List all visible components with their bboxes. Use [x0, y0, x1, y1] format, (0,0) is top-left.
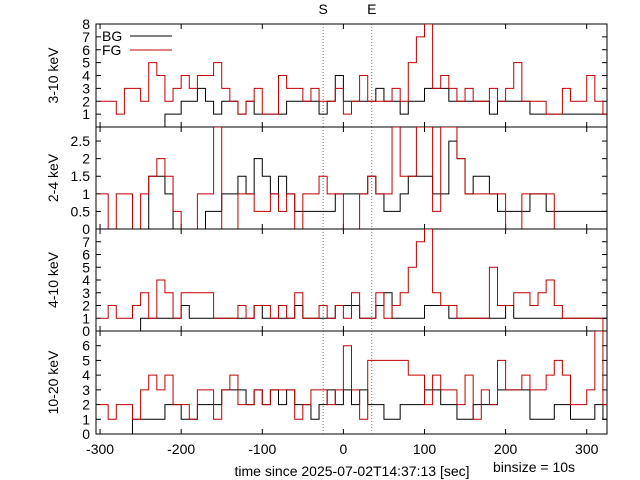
y-tick-label: 3	[82, 382, 90, 398]
y-tick-label: 7	[82, 234, 90, 250]
x-tick-label: -200	[167, 441, 195, 457]
y-tick-label: 2	[82, 298, 90, 314]
y-tick-label: 6	[82, 42, 90, 58]
y-tick-label: 5	[82, 55, 90, 71]
panel-frame	[95, 330, 608, 435]
legend-label: BG	[102, 28, 122, 44]
y-tick-label: 8	[82, 16, 90, 32]
series-fg-line	[100, 127, 607, 229]
y-tick-label: 6	[82, 338, 90, 354]
series-bg-line	[100, 389, 607, 434]
y-tick-label: 4	[82, 272, 90, 288]
y-tick-label: 1	[82, 186, 90, 202]
x-tick-label: -300	[86, 441, 114, 457]
y-tick-label: 5	[82, 259, 90, 275]
series-fg-line	[100, 24, 607, 115]
y-tick-label: 0.5	[71, 203, 91, 219]
x-axis-label: time since 2025-07-02T14:37:13 [sec]	[234, 463, 469, 479]
y-tick-label: 0	[82, 426, 90, 442]
series-bg-line	[100, 140, 607, 229]
y-tick-label: 1.5	[71, 168, 91, 184]
y-tick-label: 3	[82, 285, 90, 301]
x-tick-label: 100	[413, 441, 437, 457]
legend-label: FG	[102, 42, 121, 58]
x-tick-label: 200	[494, 441, 518, 457]
y-tick-label: 2.5	[71, 133, 91, 149]
y-axis-label: 10-20 keV	[45, 350, 61, 414]
series-fg-line	[100, 229, 607, 331]
y-tick-label: 1	[82, 106, 90, 122]
y-tick-label: 7	[82, 29, 90, 45]
y-tick-label: 0	[82, 323, 90, 339]
binsize-annotation: binsize = 10s	[493, 459, 575, 475]
marker-label: S	[318, 1, 327, 17]
x-tick-label: 300	[575, 441, 599, 457]
y-tick-label: 4	[82, 68, 90, 84]
y-tick-label: 6	[82, 247, 90, 263]
y-tick-label: 2	[82, 397, 90, 413]
series-bg-line	[100, 292, 607, 331]
x-tick-label: -100	[248, 441, 276, 457]
series-fg-line	[100, 331, 607, 420]
y-tick-label: 1	[82, 310, 90, 326]
y-tick-label: 2	[82, 93, 90, 109]
y-tick-label: 0	[82, 221, 90, 237]
y-axis-label: 4-10 keV	[45, 251, 61, 308]
y-tick-label: 2	[82, 151, 90, 167]
y-tick-label: 5	[82, 352, 90, 368]
y-tick-label: 3	[82, 80, 90, 96]
y-tick-label: 4	[82, 367, 90, 383]
marker-label: E	[367, 1, 376, 17]
y-tick-label: 1	[82, 411, 90, 427]
y-axis-label: 2-4 keV	[45, 153, 61, 202]
y-axis-label: 3-10 keV	[45, 47, 61, 104]
x-tick-label: 0	[339, 441, 347, 457]
